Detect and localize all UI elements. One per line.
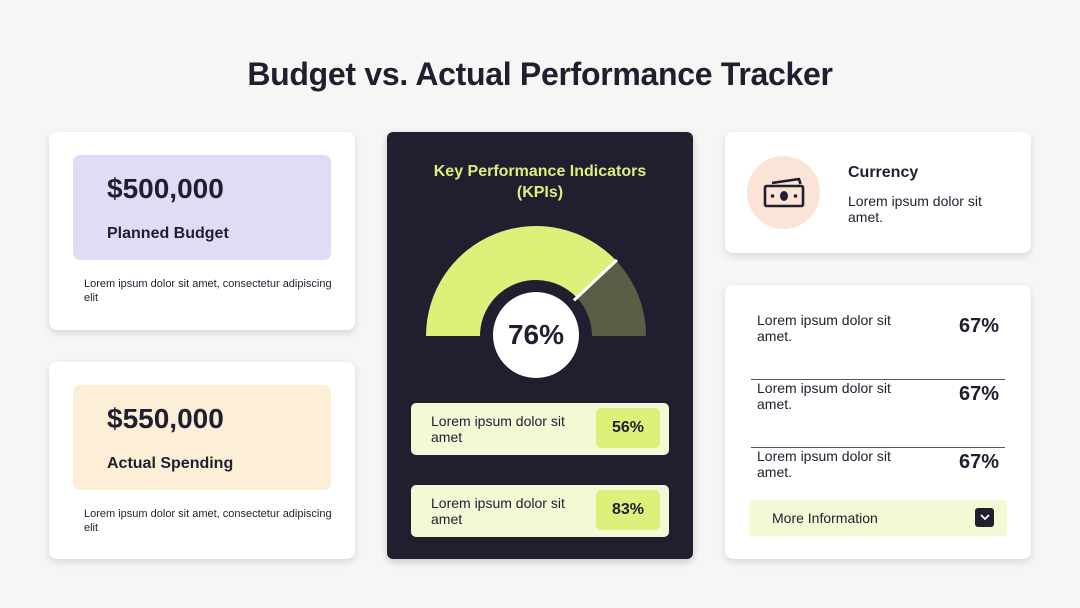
currency-card: Currency Lorem ipsum dolor sit amet. — [725, 132, 1031, 253]
gauge-value: 76% — [493, 292, 579, 378]
planned-budget-card: $500,000 Planned Budget Lorem ipsum dolo… — [49, 132, 355, 330]
metric-value: 67% — [958, 383, 999, 405]
page-title: Budget vs. Actual Performance Tracker — [247, 56, 833, 92]
currency-icon-circle — [747, 156, 820, 229]
actual-spending-amount: $550,000 — [107, 403, 224, 434]
currency-title: Currency — [848, 164, 919, 181]
gauge-needle — [572, 258, 618, 302]
metric-value: 67% — [958, 315, 999, 337]
kpi-row-value: 56% — [596, 408, 660, 448]
gauge-remaining-arc — [576, 260, 646, 336]
more-information-label: More Information — [772, 510, 878, 526]
actual-spending-card: $550,000 Actual Spending Lorem ipsum dol… — [49, 362, 355, 559]
actual-spending-description: Lorem ipsum dolor sit amet, consectetur … — [84, 508, 332, 534]
kpi-row-text: Lorem ipsum dolor sit amet — [431, 413, 565, 445]
kpi-row: Lorem ipsum dolor sit amet 56% — [411, 403, 669, 455]
gauge-filled-arc — [426, 226, 617, 336]
metric-text: Lorem ipsum dolor sit amet. — [757, 448, 891, 480]
kpi-row: Lorem ipsum dolor sit amet 83% — [411, 485, 669, 537]
metric-value: 67% — [958, 451, 999, 473]
kpi-gauge — [426, 226, 646, 336]
chevron-down-icon[interactable] — [975, 508, 994, 527]
cash-icon — [763, 177, 804, 207]
kpi-title-line1: Key Performance Indicators — [433, 163, 647, 180]
actual-spending-highlight: $550,000 Actual Spending — [73, 385, 331, 490]
planned-budget-description: Lorem ipsum dolor sit amet, consectetur … — [84, 278, 332, 304]
metric-row: Lorem ipsum dolor sit amet. 67% — [751, 448, 1005, 516]
metric-text: Lorem ipsum dolor sit amet. — [757, 380, 891, 412]
metric-text: Lorem ipsum dolor sit amet. — [757, 312, 891, 344]
metric-row: Lorem ipsum dolor sit amet. 67% — [751, 312, 1005, 380]
kpi-row-value: 83% — [596, 490, 660, 530]
currency-description: Lorem ipsum dolor sit amet. — [848, 193, 982, 225]
kpi-title-line2: (KPIs) — [516, 184, 564, 201]
metric-row: Lorem ipsum dolor sit amet. 67% — [751, 380, 1005, 448]
planned-budget-highlight: $500,000 Planned Budget — [73, 155, 331, 260]
more-information-button[interactable]: More Information — [749, 500, 1007, 536]
metrics-card: Lorem ipsum dolor sit amet. 67% Lorem ip… — [725, 285, 1031, 559]
planned-budget-label: Planned Budget — [107, 225, 229, 242]
kpi-row-text: Lorem ipsum dolor sit amet — [431, 495, 565, 527]
actual-spending-label: Actual Spending — [107, 455, 234, 472]
kpi-title: Key Performance Indicators (KPIs) — [387, 161, 693, 203]
kpi-panel: Key Performance Indicators (KPIs) 76% Lo… — [387, 132, 693, 559]
planned-budget-amount: $500,000 — [107, 173, 224, 204]
